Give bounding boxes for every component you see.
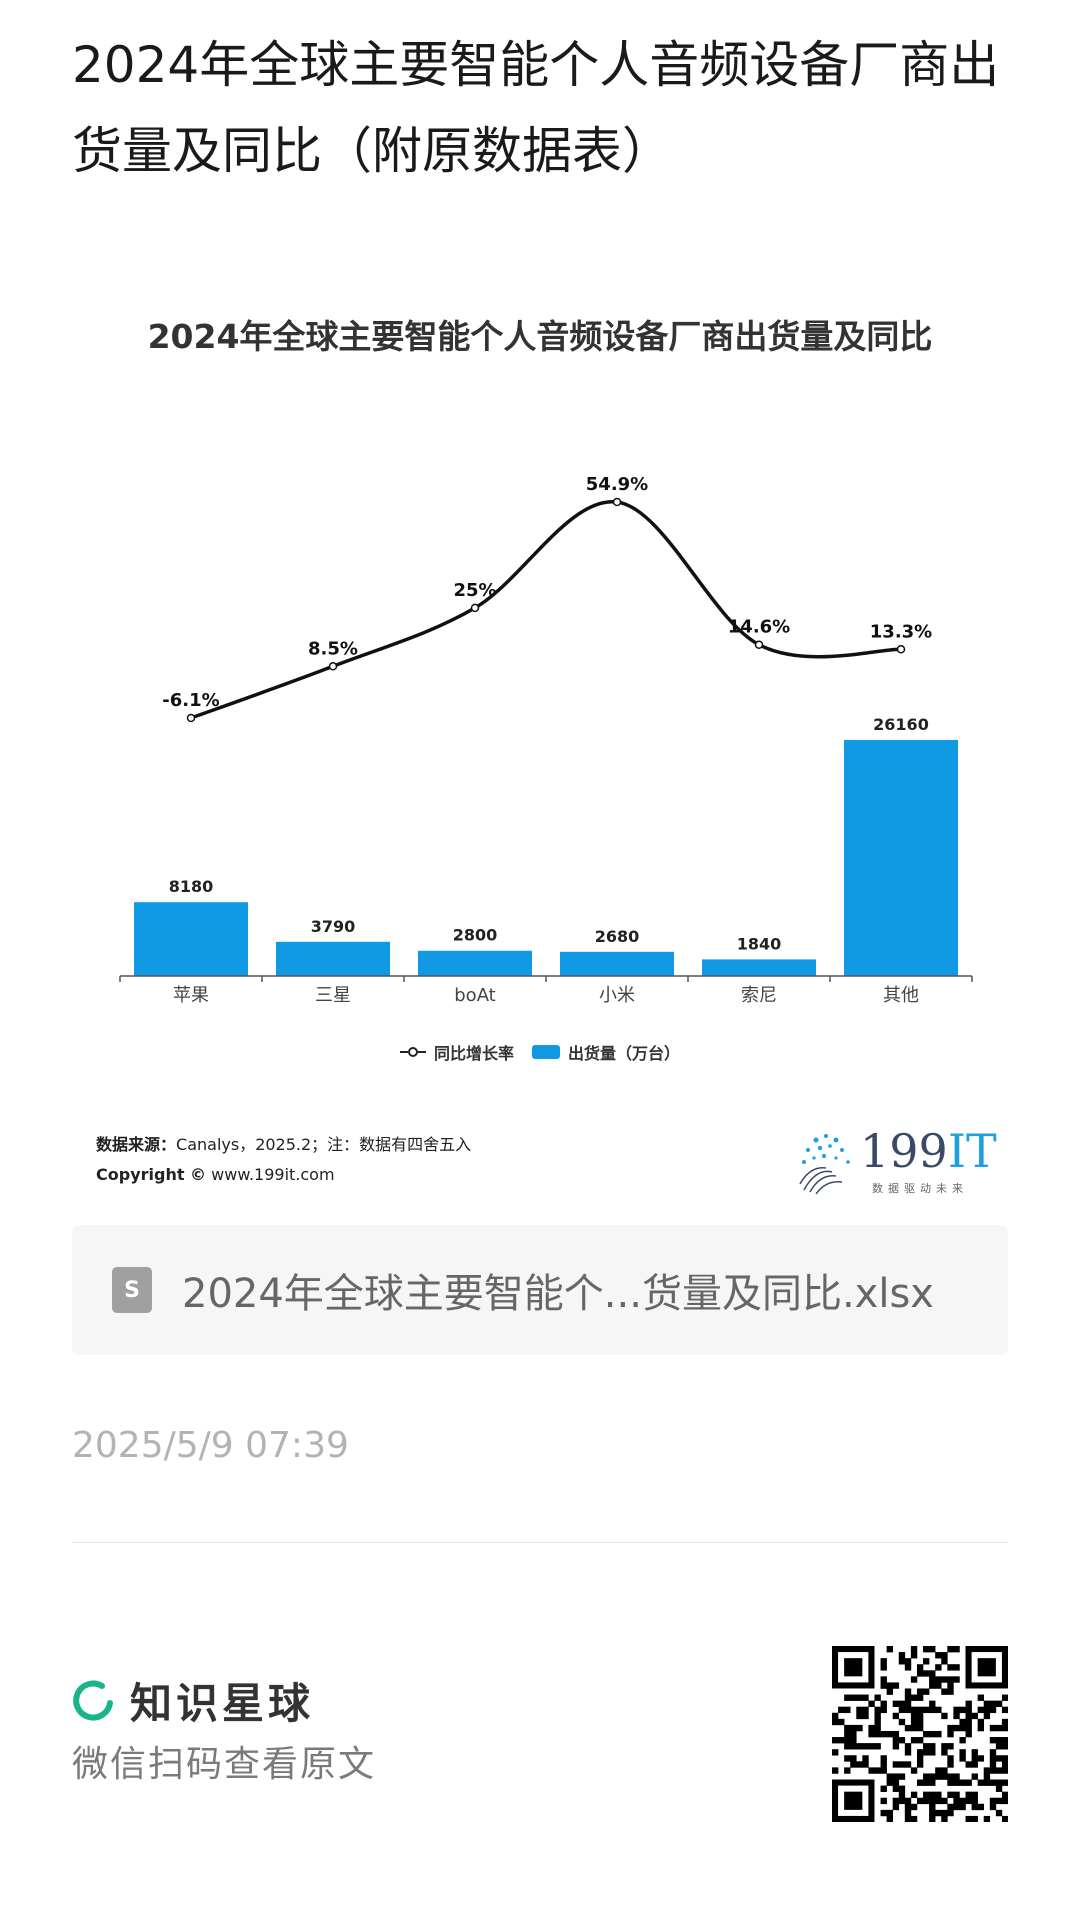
growth-point — [896, 645, 906, 654]
category-label: 其他 — [883, 985, 919, 1006]
qr-code-icon[interactable] — [832, 1646, 1008, 1822]
page-title: 2024年全球主要智能个人音频设备厂商出货量及同比（附原数据表） — [72, 36, 1000, 180]
bar-value-label: 8180 — [169, 877, 214, 896]
category-label: 三星 — [315, 985, 351, 1006]
growth-value-label: 14.6% — [728, 617, 790, 638]
source-label: 数据来源： — [96, 1135, 177, 1154]
brand-number: 199IT — [860, 1124, 997, 1178]
bar-value-label: 2680 — [595, 927, 640, 946]
chart-source: 数据来源：Canalys，2025.2；注：数据有四舍五入 Copyright … — [96, 1130, 471, 1190]
legend-label-growth: 同比增长率 — [433, 1044, 514, 1063]
divider — [72, 1542, 1008, 1543]
category-label: 苹果 — [173, 985, 209, 1006]
zsxq-logo: 知识星球 — [72, 1670, 314, 1731]
bar-value-label: 3790 — [311, 917, 356, 936]
bar-0 — [134, 902, 248, 976]
chart: 8180 苹果 3790 三星 2800 boAt 2680 小米 1840 索尼 26160 其他 -… — [119, 474, 973, 1006]
planet-logo-icon — [73, 1680, 113, 1721]
dandelion-icon — [799, 1134, 850, 1195]
category-label: 索尼 — [741, 985, 777, 1006]
post-timestamp: 2025/5/9 07:39 — [72, 1425, 349, 1466]
copyright-text: www.199it.com — [211, 1165, 335, 1184]
spreadsheet-file-icon: S — [112, 1267, 152, 1313]
bar-1 — [276, 941, 390, 976]
bar-value-label: 2800 — [453, 926, 498, 945]
growth-value-label: 8.5% — [308, 638, 358, 659]
copyright-label: Copyright © — [96, 1165, 207, 1184]
growth-value-label: -6.1% — [162, 690, 219, 711]
scan-instruction: 微信扫码查看原文 — [72, 1744, 377, 1785]
chart-legend: 同比增长率 出货量（万台） — [72, 1040, 1008, 1064]
bar-value-label: 26160 — [873, 715, 929, 734]
brand-slogan: 数据驱动未来 — [872, 1182, 968, 1195]
source-text: Canalys，2025.2；注：数据有四舍五入 — [176, 1135, 472, 1154]
bar-5 — [844, 740, 958, 976]
growth-value-label: 13.3% — [870, 621, 932, 642]
brand-logo: 199IT 数据驱动未来 — [796, 1122, 997, 1198]
bar-value-label: 1840 — [737, 934, 782, 953]
bar-2 — [418, 950, 532, 976]
legend-label-shipments: 出货量（万台） — [568, 1044, 681, 1063]
growth-line — [190, 500, 902, 720]
chart-card: 2024年全球主要智能个人音频设备厂商出货量及同比 8180 苹果 3790 三星 28… — [72, 260, 1008, 1210]
attachment-filename[interactable]: 2024年全球主要智能个...货量及同比.xlsx — [182, 1271, 934, 1317]
category-label: boAt — [454, 985, 496, 1006]
growth-point — [328, 662, 338, 671]
growth-value-label: 25% — [453, 580, 496, 601]
attachment-card[interactable]: S 2024年全球主要智能个...货量及同比.xlsx — [72, 1225, 1008, 1355]
growth-point — [186, 713, 196, 723]
footer-brand: 知识星球 — [130, 1679, 315, 1728]
category-label: 小米 — [599, 985, 635, 1006]
bar-3 — [560, 951, 674, 976]
growth-point — [612, 497, 622, 507]
bar-4 — [702, 959, 816, 976]
bar-legend-icon — [532, 1045, 560, 1059]
chart-title: 2024年全球主要智能个人音频设备厂商出货量及同比 — [147, 317, 933, 356]
line-legend-icon — [399, 1047, 426, 1057]
growth-value-label: 54.9% — [586, 474, 648, 495]
growth-point — [470, 603, 480, 613]
growth-point — [754, 640, 764, 649]
